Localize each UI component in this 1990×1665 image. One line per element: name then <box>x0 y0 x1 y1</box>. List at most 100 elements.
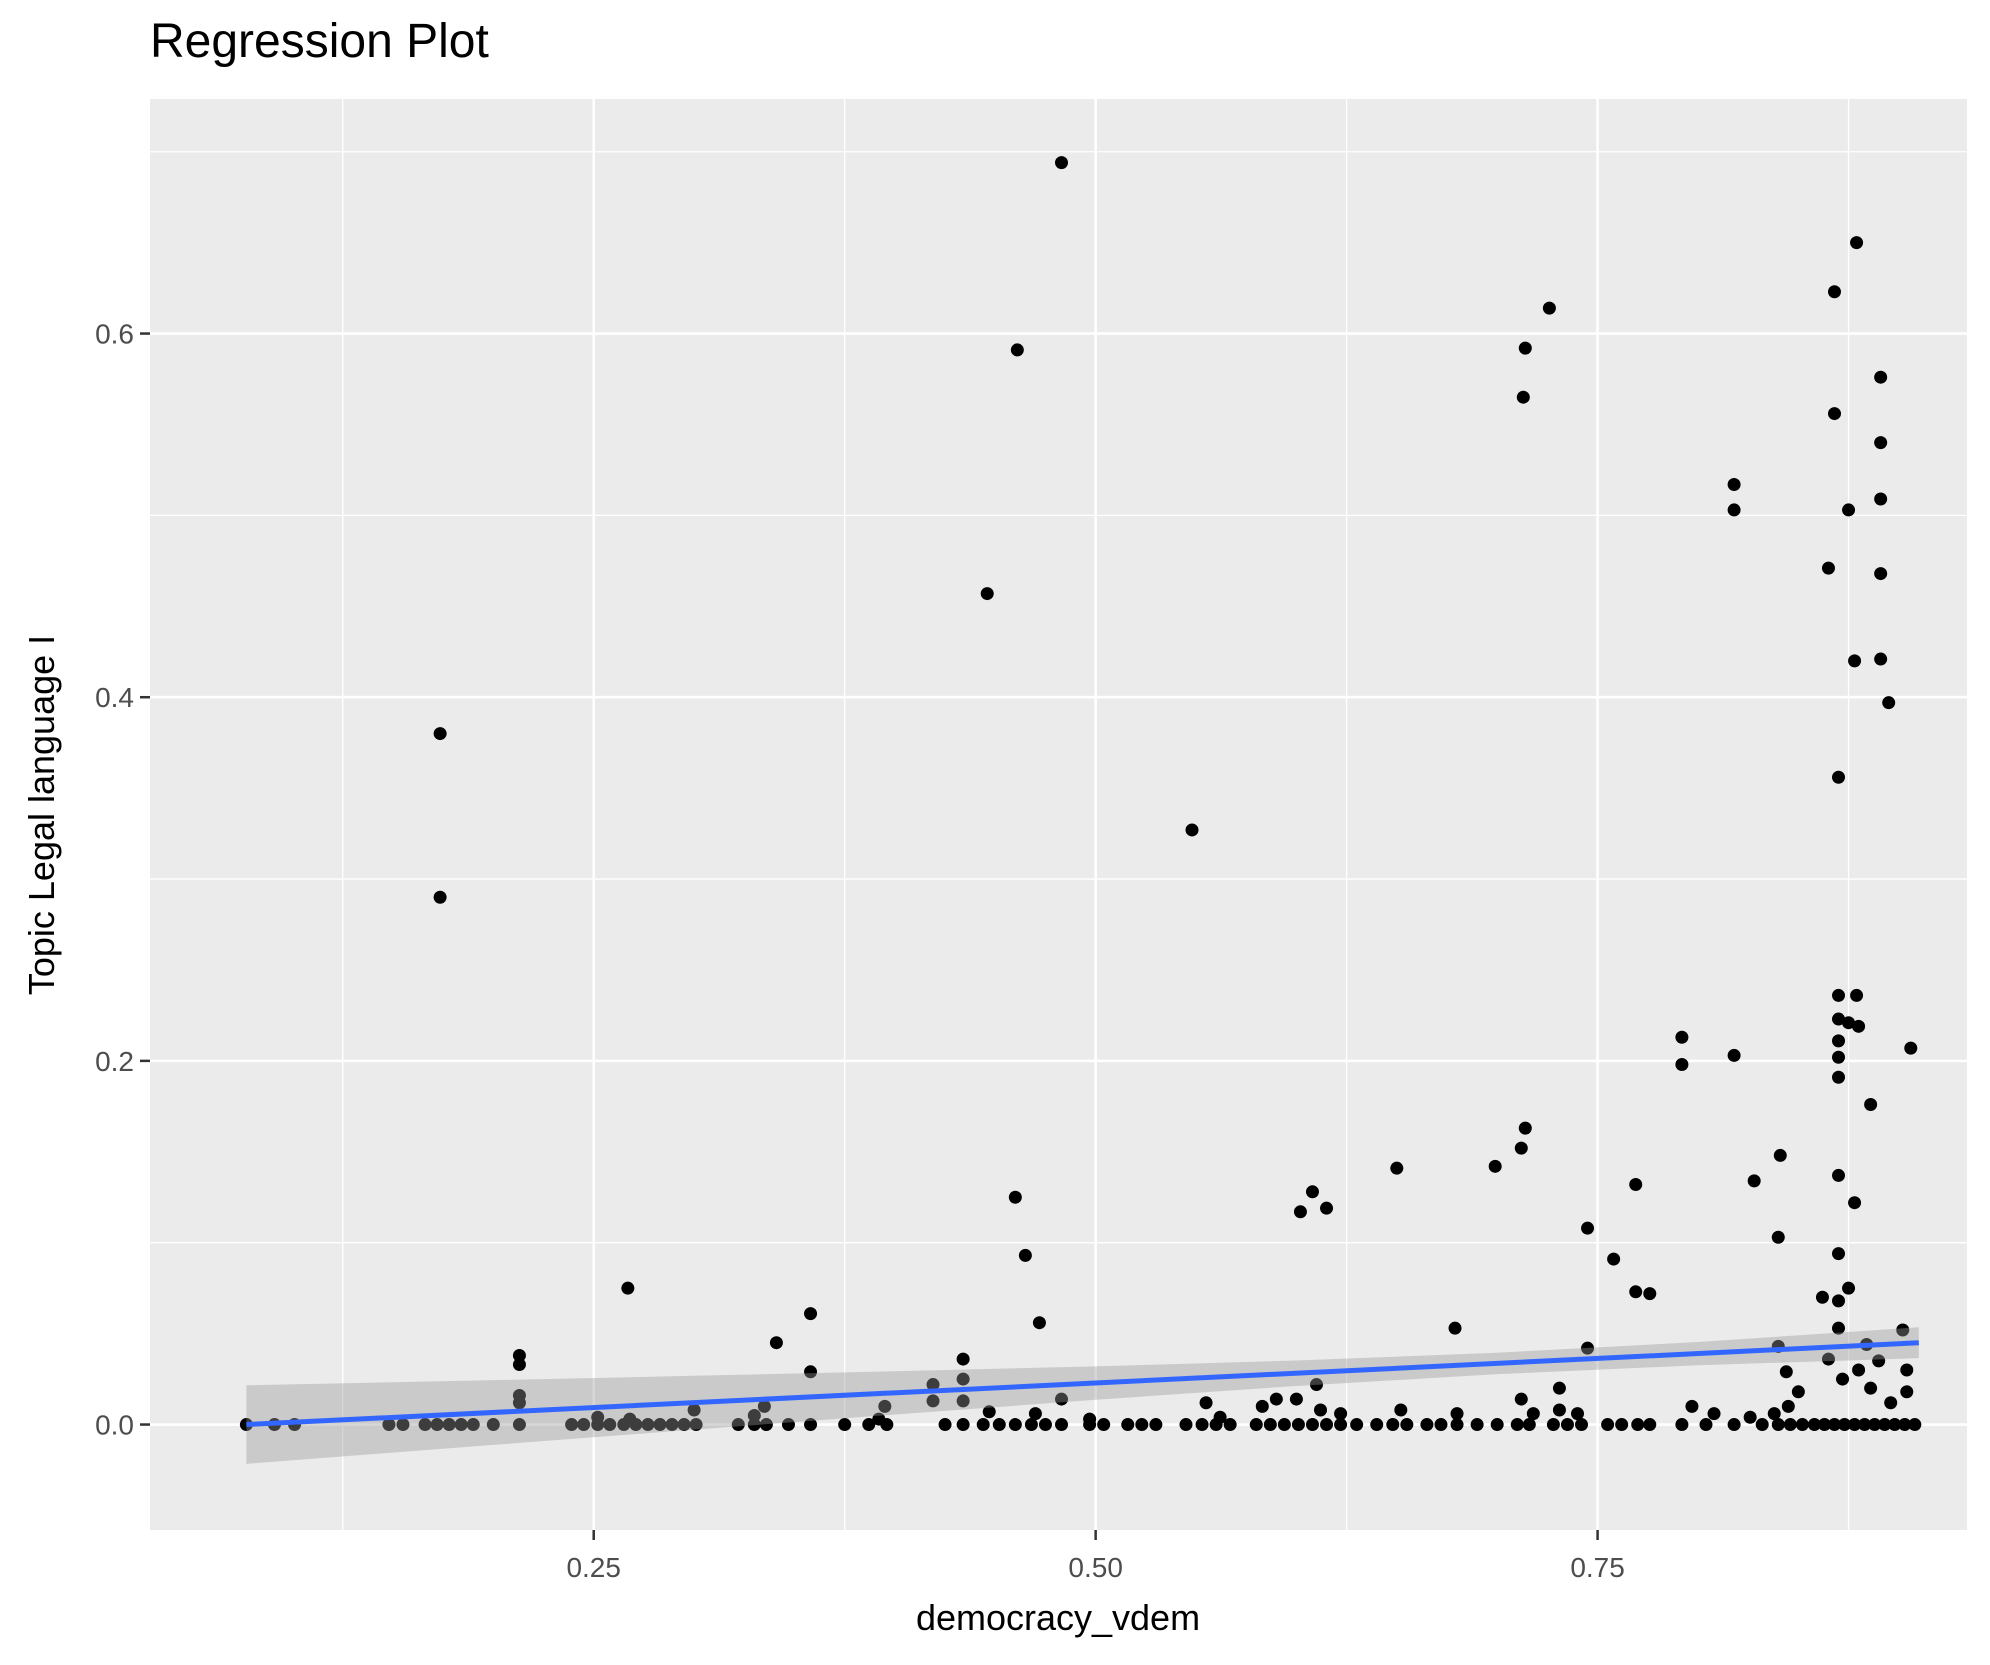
data-point <box>677 1418 691 1432</box>
data-point <box>1028 1407 1042 1421</box>
data-point <box>1832 1034 1846 1048</box>
data-point <box>512 1348 526 1362</box>
data-point <box>687 1403 701 1417</box>
data-point <box>1727 1048 1741 1062</box>
data-point <box>1350 1418 1364 1432</box>
data-point <box>1470 1418 1484 1432</box>
data-point <box>1526 1407 1540 1421</box>
data-point <box>747 1418 761 1432</box>
data-point <box>1032 1316 1046 1330</box>
data-point <box>1522 1418 1536 1432</box>
data-point <box>430 1418 444 1432</box>
data-point <box>1121 1418 1135 1432</box>
data-point <box>512 1358 526 1372</box>
y-tick-label: 0.0 <box>95 1410 134 1441</box>
data-point <box>1334 1407 1348 1421</box>
data-point <box>629 1418 643 1432</box>
data-point <box>1783 1418 1797 1432</box>
data-point <box>1055 156 1069 170</box>
x-tick-label: 0.25 <box>566 1552 621 1583</box>
data-point <box>759 1418 773 1432</box>
data-point <box>1832 1012 1846 1026</box>
data-point <box>512 1418 526 1432</box>
data-point <box>1291 1418 1305 1432</box>
data-point <box>1097 1418 1111 1432</box>
data-point <box>1827 407 1841 421</box>
data-point <box>1858 1418 1872 1432</box>
data-point <box>1727 1418 1741 1432</box>
data-point <box>1514 1141 1528 1155</box>
data-point <box>565 1418 579 1432</box>
data-point <box>1832 1168 1846 1182</box>
data-point <box>1293 1205 1307 1219</box>
data-point <box>1255 1399 1269 1413</box>
x-tick-label: 0.75 <box>1570 1552 1625 1583</box>
data-point <box>1832 1070 1846 1084</box>
data-point <box>1542 301 1556 315</box>
data-point <box>956 1352 970 1366</box>
data-point <box>1018 1248 1032 1262</box>
y-tick-label: 0.2 <box>95 1046 134 1077</box>
data-point <box>1743 1410 1757 1424</box>
data-point <box>1390 1161 1404 1175</box>
data-point <box>1305 1418 1319 1432</box>
data-point <box>804 1365 818 1379</box>
data-point <box>603 1418 617 1432</box>
data-point <box>1838 1418 1852 1432</box>
data-point <box>1832 988 1846 1002</box>
data-point <box>1581 1341 1595 1355</box>
data-point <box>1848 1196 1862 1210</box>
data-point <box>1450 1407 1464 1421</box>
data-point <box>1209 1418 1223 1432</box>
data-point <box>1832 1050 1846 1064</box>
data-point <box>731 1418 745 1432</box>
data-point <box>747 1408 761 1422</box>
data-point <box>1842 1016 1856 1030</box>
data-point <box>956 1394 970 1408</box>
data-point <box>1836 1372 1850 1386</box>
data-point <box>1008 1418 1022 1432</box>
gridlines <box>150 99 1967 1530</box>
data-point <box>1514 1392 1528 1406</box>
data-point <box>976 1418 990 1432</box>
data-point <box>591 1418 605 1432</box>
data-point <box>956 1372 970 1386</box>
data-point <box>486 1418 500 1432</box>
x-tick-label: 0.50 <box>1068 1552 1123 1583</box>
data-point <box>1884 1396 1898 1410</box>
data-point <box>980 587 994 601</box>
data-point <box>1898 1418 1912 1432</box>
data-point <box>1643 1287 1657 1301</box>
data-point <box>512 1396 526 1410</box>
data-point <box>1394 1403 1408 1417</box>
data-point <box>1024 1418 1038 1432</box>
data-point <box>1699 1418 1713 1432</box>
data-point <box>1552 1381 1566 1395</box>
data-point <box>442 1418 456 1432</box>
data-point <box>1747 1174 1761 1188</box>
data-point <box>1320 1201 1334 1215</box>
data-point <box>1629 1285 1643 1299</box>
data-point <box>1832 770 1846 784</box>
data-point <box>1277 1418 1291 1432</box>
data-point <box>577 1418 591 1432</box>
data-point <box>1581 1221 1595 1235</box>
data-point <box>1607 1252 1621 1266</box>
data-point <box>1518 341 1532 355</box>
data-point <box>665 1418 679 1432</box>
data-point <box>1370 1418 1384 1432</box>
data-point <box>466 1418 480 1432</box>
data-point <box>1615 1418 1629 1432</box>
data-point <box>1420 1418 1434 1432</box>
data-point <box>1888 1418 1902 1432</box>
data-point <box>1807 1418 1821 1432</box>
data-point <box>1848 654 1862 668</box>
data-point <box>757 1399 771 1413</box>
data-point <box>1795 1418 1809 1432</box>
data-point <box>1334 1418 1348 1432</box>
data-point <box>1629 1178 1643 1192</box>
data-point <box>1874 436 1888 450</box>
data-point <box>1908 1418 1922 1432</box>
data-point <box>1864 1098 1878 1112</box>
